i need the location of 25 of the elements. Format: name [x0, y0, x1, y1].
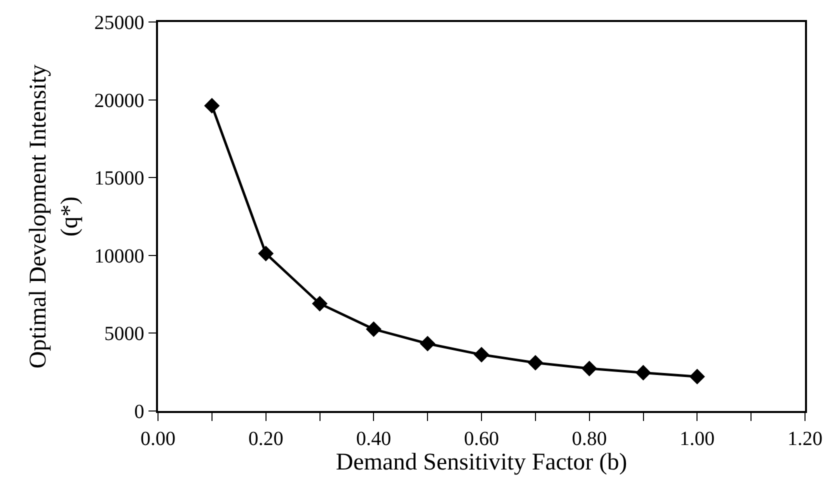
point [366, 321, 382, 337]
y-tick-label: 10000 [94, 245, 144, 268]
point [312, 296, 328, 312]
point [689, 368, 705, 384]
y-tick-label: 20000 [94, 90, 144, 112]
x-tick-label: 1.20 [788, 428, 822, 450]
point [474, 346, 490, 362]
x-axis-title: Demand Sensitivity Factor (b) [336, 450, 628, 476]
point [528, 354, 544, 371]
point [635, 364, 652, 381]
x-tick-label: 1.00 [680, 428, 715, 450]
y-tick-label: 15000 [94, 168, 144, 190]
y-tick-label: 0 [134, 401, 144, 423]
y-axis-title: Optimal Development Intensity (q*) [26, 64, 83, 368]
point [258, 246, 274, 262]
y-tick-label: 25000 [94, 12, 144, 34]
x-tick-label: 0.20 [248, 428, 284, 450]
y-tick-label: 5000 [104, 323, 144, 346]
x-tick-label: 0.80 [572, 428, 607, 450]
x-tick-label: 0.60 [464, 428, 499, 450]
x-tick-label: 0.40 [356, 428, 392, 450]
point [204, 98, 220, 114]
point [420, 336, 436, 352]
point [582, 360, 598, 376]
x-tick-label: 0.00 [140, 428, 176, 450]
